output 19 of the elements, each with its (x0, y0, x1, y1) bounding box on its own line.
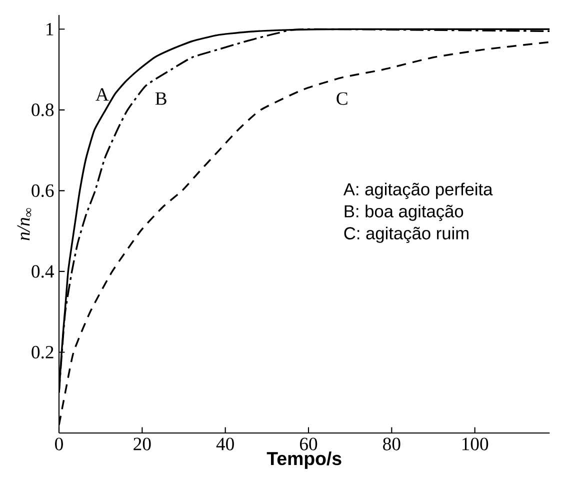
annotation: B: boa agitação (344, 204, 464, 221)
y-tick-label: 0.4 (32, 265, 54, 278)
x-tick-label: 20 (134, 438, 151, 450)
series-label: C (336, 92, 348, 105)
x-tick-label: 0 (55, 438, 63, 450)
y-tick-label: 0.8 (32, 104, 54, 116)
y-tick-label: 0.6 (32, 184, 54, 198)
x-tick-label: 100 (462, 438, 488, 450)
x-axis-title: Tempo/s (266, 451, 342, 469)
x-tick-label: 40 (216, 438, 234, 450)
x-tick-label: 60 (300, 438, 318, 450)
series-label: A (96, 88, 109, 101)
y-tick-label: 0.2 (32, 346, 54, 359)
annotation: A: agitação perfeita (343, 182, 493, 199)
y-axis-title: n/n$_{∞}$ (17, 208, 32, 240)
x-tick-label: 80 (383, 438, 400, 450)
y-tick-label: 1 (46, 22, 54, 36)
annotation: C: agitação ruim (344, 226, 468, 243)
series-label: B (155, 92, 166, 105)
